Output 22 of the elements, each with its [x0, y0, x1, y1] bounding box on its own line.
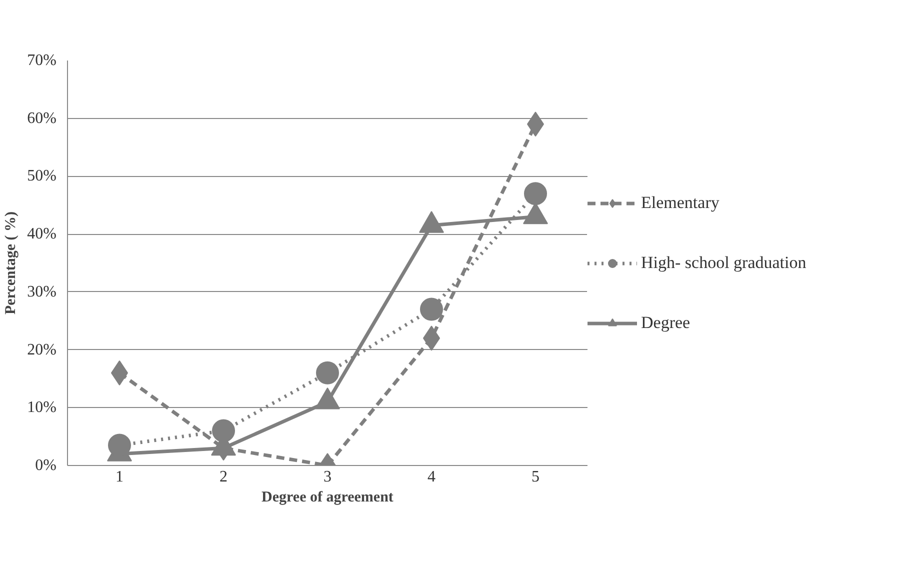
y-tick-label: 40% — [27, 226, 56, 243]
x-axis-title: Degree of agreement — [262, 490, 394, 506]
y-tick-label: 50% — [27, 168, 56, 185]
x-tick-label: 4 — [428, 468, 436, 486]
y-tick-label: 30% — [27, 283, 56, 300]
point — [524, 182, 547, 206]
y-tick-label: 0% — [35, 457, 56, 474]
y-tick-label: 20% — [27, 341, 56, 358]
x-tick-label: 2 — [220, 468, 228, 486]
legend-label: Elementary — [641, 192, 720, 212]
point — [316, 361, 339, 384]
x-tick-label: 3 — [324, 468, 332, 486]
point — [420, 298, 443, 321]
y-tick-label: 70% — [27, 52, 56, 69]
legend-label: Degree — [641, 312, 690, 332]
y-tick-label: 60% — [27, 110, 56, 127]
y-axis-title: Percentage ( %) — [3, 211, 20, 315]
x-tick-label: 1 — [116, 468, 124, 486]
y-tick-label: 10% — [27, 399, 56, 416]
x-tick-label: 5 — [532, 468, 540, 486]
legend-label: High- school graduation — [641, 252, 806, 272]
point — [212, 419, 235, 442]
